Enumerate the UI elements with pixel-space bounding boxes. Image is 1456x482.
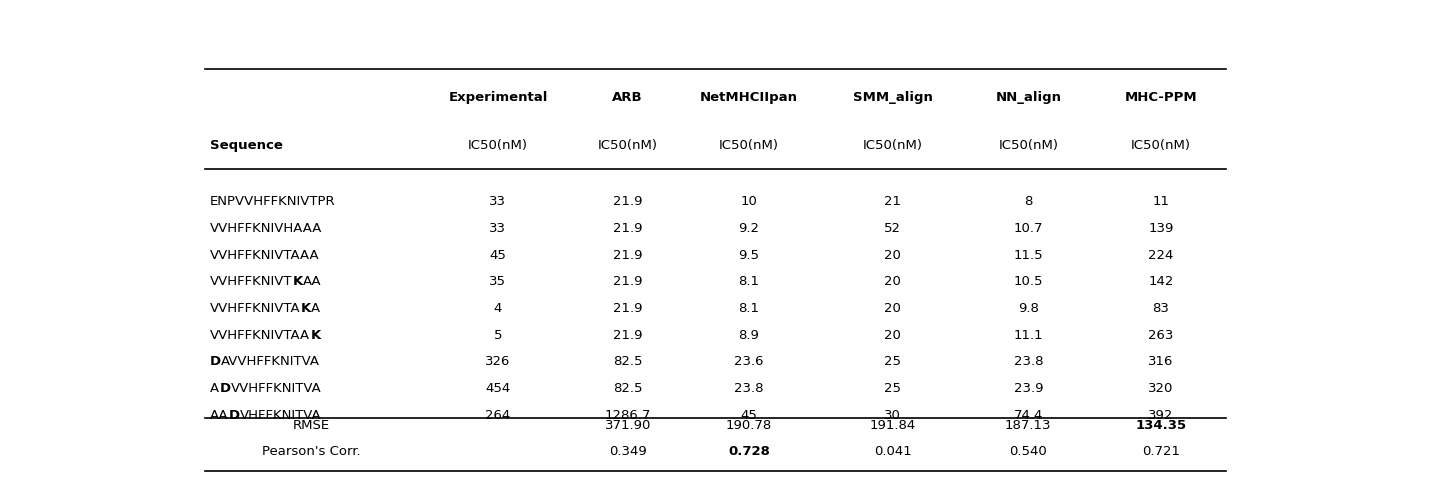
Text: NetMHCIIpan: NetMHCIIpan	[700, 91, 798, 104]
Text: 264: 264	[485, 409, 511, 422]
Text: VVHFFKNIVTAAA: VVHFFKNIVTAAA	[210, 249, 320, 262]
Text: 23.8: 23.8	[1013, 356, 1042, 369]
Text: IC50(nM): IC50(nM)	[863, 139, 923, 152]
Text: 0.349: 0.349	[609, 445, 646, 458]
Text: 33: 33	[489, 195, 507, 208]
Text: IC50(nM): IC50(nM)	[719, 139, 779, 152]
Text: 25: 25	[884, 356, 901, 369]
Text: VVHFFKNIVHAAA: VVHFFKNIVHAAA	[210, 222, 323, 235]
Text: 454: 454	[485, 382, 511, 395]
Text: 11: 11	[1152, 195, 1169, 208]
Text: MHC-PPM: MHC-PPM	[1124, 91, 1197, 104]
Text: VVHFFKNITVA: VVHFFKNITVA	[230, 382, 322, 395]
Text: 392: 392	[1149, 409, 1174, 422]
Text: 45: 45	[741, 409, 757, 422]
Text: 316: 316	[1149, 356, 1174, 369]
Text: 21.9: 21.9	[613, 275, 642, 288]
Text: 11.5: 11.5	[1013, 249, 1042, 262]
Text: IC50(nM): IC50(nM)	[1131, 139, 1191, 152]
Text: 35: 35	[489, 275, 507, 288]
Text: 9.8: 9.8	[1018, 302, 1038, 315]
Text: 20: 20	[884, 275, 901, 288]
Text: IC50(nM): IC50(nM)	[467, 139, 529, 152]
Text: 5: 5	[494, 329, 502, 342]
Text: 139: 139	[1149, 222, 1174, 235]
Text: Sequence: Sequence	[210, 139, 282, 152]
Text: 74.4: 74.4	[1013, 409, 1042, 422]
Text: 33: 33	[489, 222, 507, 235]
Text: Pearson's Corr.: Pearson's Corr.	[262, 445, 361, 458]
Text: 21: 21	[884, 195, 901, 208]
Text: IC50(nM): IC50(nM)	[999, 139, 1059, 152]
Text: K: K	[293, 275, 303, 288]
Text: 23.6: 23.6	[734, 356, 764, 369]
Text: A: A	[312, 302, 320, 315]
Text: VVHFFKNIVTA: VVHFFKNIVTA	[210, 302, 301, 315]
Text: 82.5: 82.5	[613, 382, 642, 395]
Text: 11.1: 11.1	[1013, 329, 1042, 342]
Text: 23.9: 23.9	[1013, 382, 1042, 395]
Text: 371.90: 371.90	[604, 419, 651, 432]
Text: 190.78: 190.78	[727, 419, 772, 432]
Text: 8.9: 8.9	[738, 329, 760, 342]
Text: 45: 45	[489, 249, 507, 262]
Text: 10.5: 10.5	[1013, 275, 1042, 288]
Text: ARB: ARB	[613, 91, 644, 104]
Text: 25: 25	[884, 382, 901, 395]
Text: AA: AA	[210, 409, 229, 422]
Text: 20: 20	[884, 329, 901, 342]
Text: D: D	[220, 382, 230, 395]
Text: 30: 30	[884, 409, 901, 422]
Text: 20: 20	[884, 249, 901, 262]
Text: IC50(nM): IC50(nM)	[598, 139, 658, 152]
Text: AA: AA	[303, 275, 322, 288]
Text: 52: 52	[884, 222, 901, 235]
Text: 134.35: 134.35	[1136, 419, 1187, 432]
Text: 1286.7: 1286.7	[604, 409, 651, 422]
Text: 20: 20	[884, 302, 901, 315]
Text: 21.9: 21.9	[613, 195, 642, 208]
Text: 21.9: 21.9	[613, 249, 642, 262]
Text: RMSE: RMSE	[293, 419, 331, 432]
Text: K: K	[301, 302, 312, 315]
Text: A: A	[210, 382, 220, 395]
Text: 191.84: 191.84	[869, 419, 916, 432]
Text: 0.728: 0.728	[728, 445, 770, 458]
Text: 263: 263	[1149, 329, 1174, 342]
Text: 8.1: 8.1	[738, 275, 760, 288]
Text: 9.2: 9.2	[738, 222, 760, 235]
Text: 82.5: 82.5	[613, 356, 642, 369]
Text: VHFFKNITVA: VHFFKNITVA	[240, 409, 322, 422]
Text: 21.9: 21.9	[613, 222, 642, 235]
Text: 142: 142	[1149, 275, 1174, 288]
Text: SMM_align: SMM_align	[853, 91, 933, 104]
Text: 326: 326	[485, 356, 511, 369]
Text: 9.5: 9.5	[738, 249, 760, 262]
Text: VVHFFKNIVTAA: VVHFFKNIVTAA	[210, 329, 310, 342]
Text: 187.13: 187.13	[1005, 419, 1051, 432]
Text: D: D	[210, 356, 221, 369]
Text: 23.8: 23.8	[734, 382, 764, 395]
Text: 0.041: 0.041	[874, 445, 911, 458]
Text: 8.1: 8.1	[738, 302, 760, 315]
Text: 4: 4	[494, 302, 502, 315]
Text: 21.9: 21.9	[613, 302, 642, 315]
Text: 83: 83	[1153, 302, 1169, 315]
Text: ENPVVHFFKNIVTPR: ENPVVHFFKNIVTPR	[210, 195, 336, 208]
Text: 320: 320	[1149, 382, 1174, 395]
Text: 8: 8	[1024, 195, 1032, 208]
Text: 0.721: 0.721	[1142, 445, 1179, 458]
Text: 21.9: 21.9	[613, 329, 642, 342]
Text: VVHFFKNIVT: VVHFFKNIVT	[210, 275, 293, 288]
Text: D: D	[229, 409, 240, 422]
Text: Experimental: Experimental	[448, 91, 547, 104]
Text: K: K	[310, 329, 320, 342]
Text: 10: 10	[741, 195, 757, 208]
Text: 10.7: 10.7	[1013, 222, 1042, 235]
Text: 0.540: 0.540	[1009, 445, 1047, 458]
Text: NN_align: NN_align	[996, 91, 1061, 104]
Text: AVVHFFKNITVA: AVVHFFKNITVA	[221, 356, 320, 369]
Text: 224: 224	[1149, 249, 1174, 262]
